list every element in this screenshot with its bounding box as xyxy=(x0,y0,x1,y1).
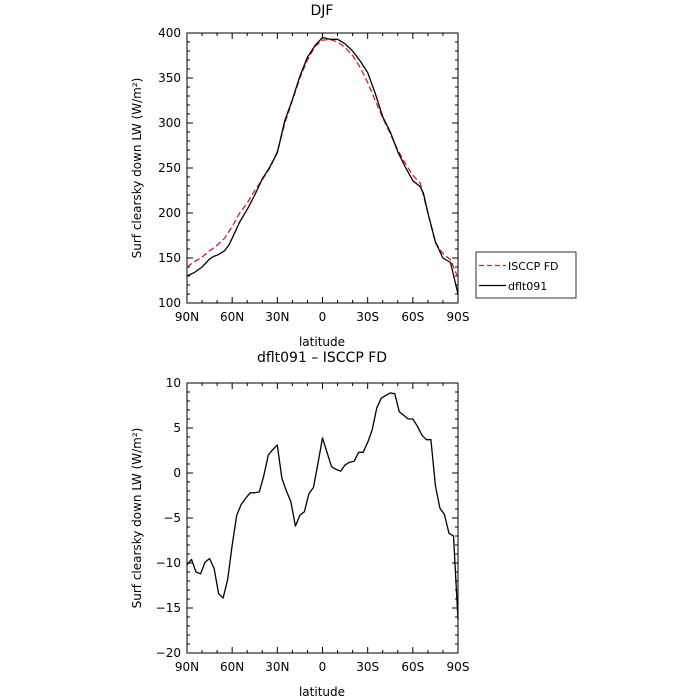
bottom-panel-ylabel: Surf clearsky down LW (W/m²) xyxy=(130,428,144,609)
top-series-line-dflt091 xyxy=(186,36,459,295)
top-panel-xlabel: latitude xyxy=(299,335,345,349)
bottom-y-tick-label: 5 xyxy=(173,421,181,435)
bottom-x-tick-label: 90N xyxy=(175,660,199,674)
bottom-x-tick-label: 60S xyxy=(401,660,424,674)
bottom-x-tick-label: 60N xyxy=(220,660,244,674)
bottom-x-tick-label: 30N xyxy=(265,660,289,674)
top-y-tick-label: 400 xyxy=(158,26,181,40)
top-y-tick-label: 300 xyxy=(158,116,181,130)
top-y-tick-label: 350 xyxy=(158,71,181,85)
bottom-plot-frame xyxy=(186,382,459,654)
top-y-tick-label: 100 xyxy=(158,296,181,310)
bottom-y-tick-label: 0 xyxy=(173,466,181,480)
legend-label-isccp: ISCCP FD xyxy=(508,260,559,273)
top-x-tick-label: 60N xyxy=(220,310,244,324)
top-x-tick-label: 90S xyxy=(447,310,470,324)
legend-label-dflt091: dflt091 xyxy=(508,280,547,293)
top-y-tick-label: 200 xyxy=(158,206,181,220)
bottom-series-line-0 xyxy=(186,392,459,620)
top-x-tick-label: 60S xyxy=(401,310,424,324)
bottom-y-tick-label: −15 xyxy=(156,601,181,615)
bottom-panel: dflt091 – ISCCP FD latitude Surf clearsk… xyxy=(130,350,469,699)
bottom-x-tick-label: 90S xyxy=(447,660,470,674)
top-panel-ylabel: Surf clearsky down LW (W/m²) xyxy=(130,78,144,259)
top-x-tick-label: 90N xyxy=(175,310,199,324)
top-x-tick-label: 0 xyxy=(319,310,327,324)
bottom-y-tick-label: −5 xyxy=(163,511,181,525)
bottom-y-tick-label: −20 xyxy=(156,646,181,660)
top-panel: DJF latitude Surf clearsky down LW (W/m²… xyxy=(130,3,577,349)
top-series-line-isccp-fd xyxy=(186,38,459,279)
top-x-tick-label: 30N xyxy=(265,310,289,324)
bottom-y-tick-label: −10 xyxy=(156,556,181,570)
bottom-x-tick-label: 30S xyxy=(356,660,379,674)
top-y-tick-label: 150 xyxy=(158,251,181,265)
bottom-panel-xlabel: latitude xyxy=(299,685,345,699)
legend-box xyxy=(475,251,577,299)
top-panel-title: DJF xyxy=(311,3,334,19)
top-x-tick-label: 30S xyxy=(356,310,379,324)
bottom-panel-title: dflt091 – ISCCP FD xyxy=(257,350,387,366)
top-y-tick-label: 250 xyxy=(158,161,181,175)
legend: ISCCP FD dflt091 xyxy=(475,251,577,299)
bottom-x-tick-label: 0 xyxy=(319,660,327,674)
bottom-y-tick-label: 10 xyxy=(166,376,181,390)
top-plot-frame xyxy=(186,32,459,304)
